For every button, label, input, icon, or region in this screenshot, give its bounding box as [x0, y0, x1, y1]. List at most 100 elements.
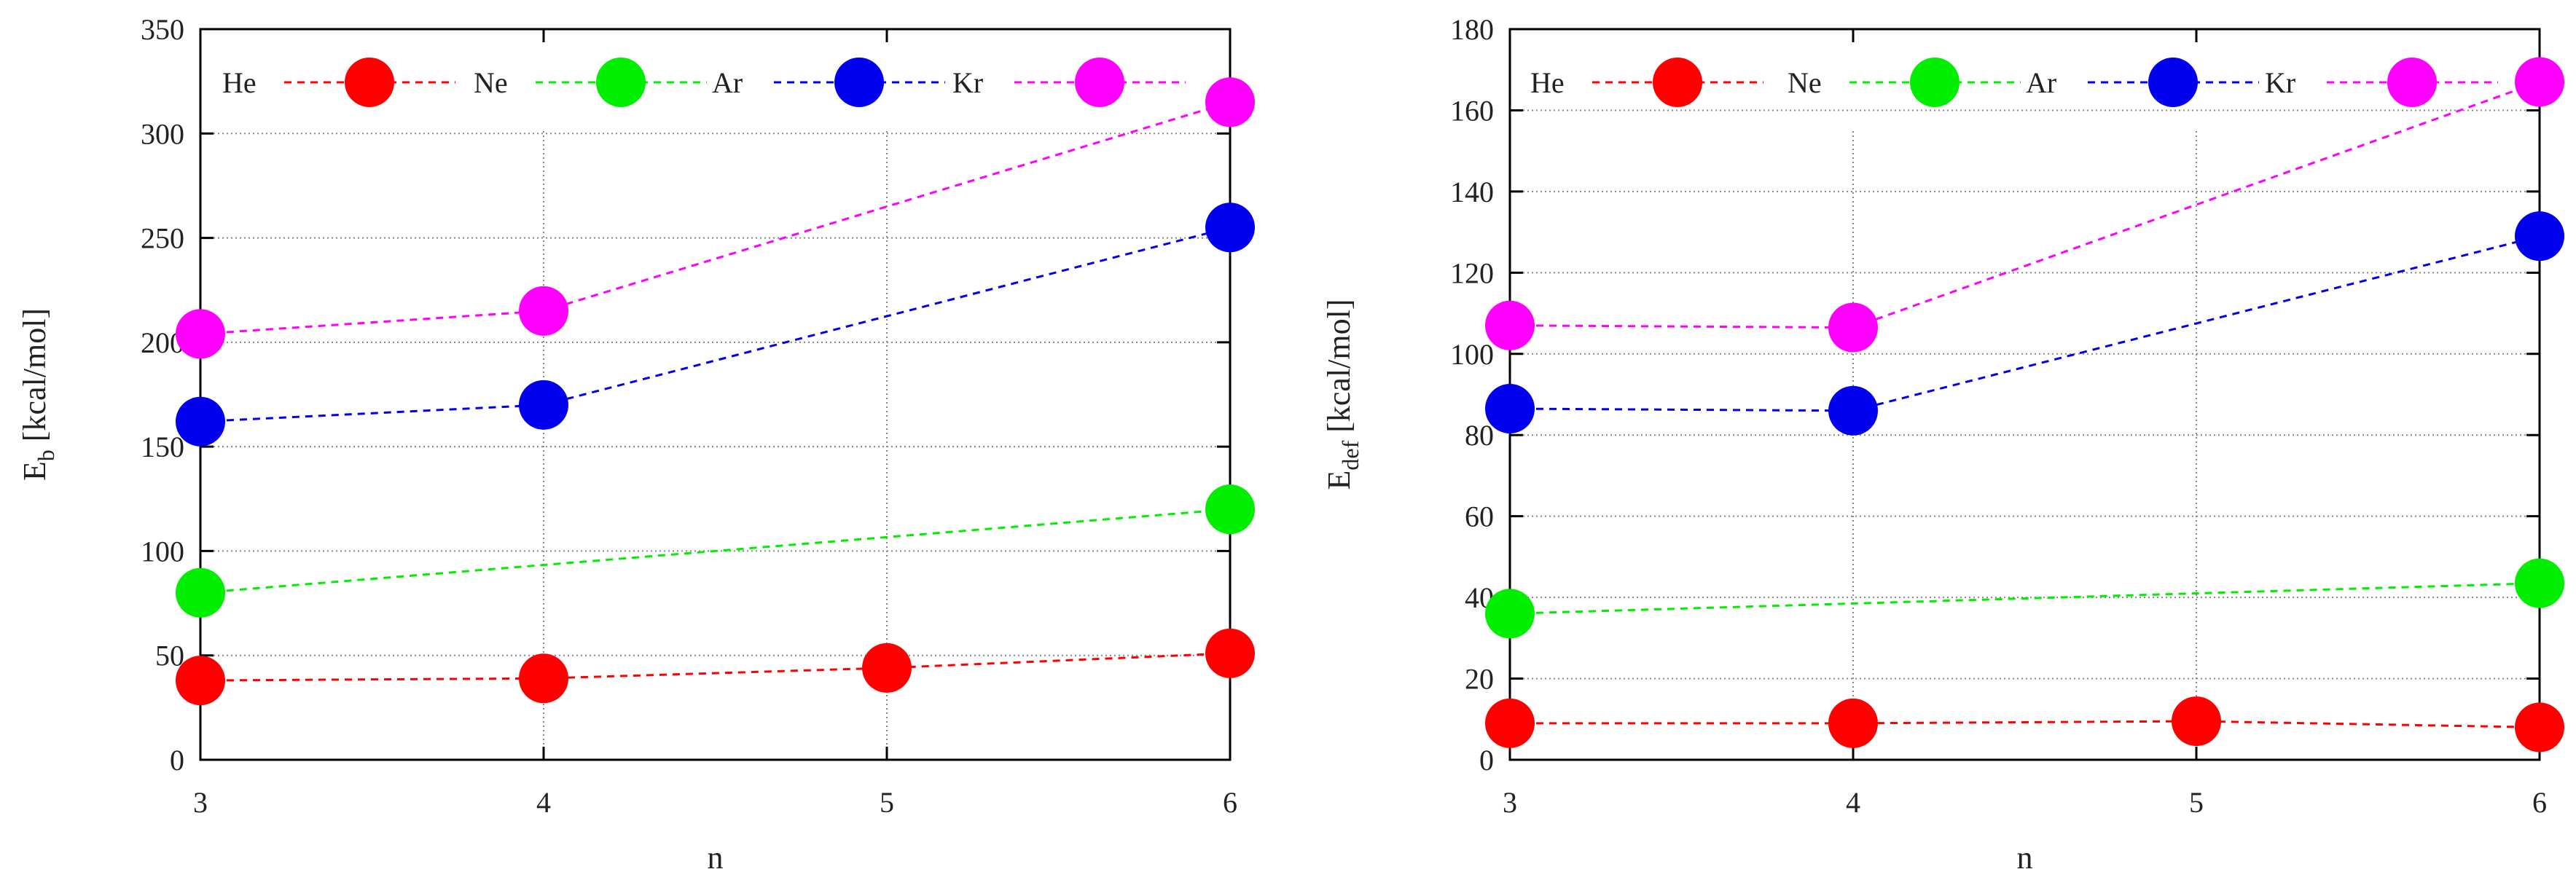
markers-he [176, 628, 1255, 706]
legend-marker-ar [2148, 58, 2198, 107]
series-line-kr [200, 101, 1231, 335]
legend-label-ne: Ne [1788, 66, 1822, 99]
series-ne [1509, 582, 2540, 615]
series-line-ne [1509, 582, 2540, 615]
y-tick-label: 150 [141, 431, 184, 463]
y-tick-label: 0 [170, 744, 184, 777]
data-point-ar [1828, 385, 1878, 436]
data-point-ar [1485, 384, 1535, 434]
series-kr [200, 101, 1231, 335]
series-line-ne [200, 508, 1231, 594]
y-axis-label-sub: b [33, 449, 59, 461]
legend-marker-he [1653, 58, 1702, 107]
legend-marker-he [345, 58, 394, 107]
data-point-ne [2515, 558, 2564, 608]
data-point-kr [1485, 300, 1535, 350]
data-point-he [1828, 698, 1878, 748]
plot-frame [199, 28, 1232, 761]
markers-ne [1485, 558, 2564, 639]
y-tick-label: 140 [1450, 176, 1494, 208]
legend-label-kr: Kr [952, 66, 983, 99]
series-ne [200, 508, 1231, 594]
series-line-ar [200, 226, 1231, 423]
legend-label-kr: Kr [2265, 66, 2295, 99]
y-tick-label: 250 [141, 222, 184, 255]
series-ar [1509, 235, 2540, 412]
grid [200, 131, 1230, 760]
legend-label-ne: Ne [474, 66, 508, 99]
x-axis-label: n [708, 840, 724, 876]
markers-kr [1485, 57, 2564, 353]
y-tick-label: 160 [1450, 94, 1494, 127]
series-line-ar [1509, 235, 2540, 412]
y-tick-label: 100 [141, 535, 184, 567]
data-point-he [519, 653, 568, 704]
legend-label-ar: Ar [2026, 66, 2056, 99]
data-point-ar [2515, 211, 2564, 262]
markers-ar [1485, 211, 2564, 436]
x-tick-label: 6 [1223, 786, 1237, 819]
data-point-he [176, 656, 225, 706]
y-tick-label: 100 [1450, 338, 1494, 371]
y-tick-label: 20 [1465, 663, 1494, 696]
series-he [200, 652, 1231, 682]
series-ar [200, 226, 1231, 423]
y-tick-label: 180 [1450, 13, 1494, 46]
data-point-he [1485, 698, 1535, 748]
data-point-ar [176, 396, 225, 447]
x-tick-label: 4 [1846, 786, 1860, 819]
data-point-kr [1205, 77, 1255, 127]
markers-ar [176, 203, 1255, 447]
y-tick-label: 0 [1479, 744, 1494, 777]
data-point-kr [2515, 57, 2564, 107]
series-he [1510, 720, 2540, 728]
grid [1510, 109, 2540, 760]
data-point-ne [1485, 589, 1535, 639]
y-axis-label-main: E [17, 461, 52, 481]
x-tick-label: 6 [2532, 786, 2547, 819]
y-tick-label: 80 [1465, 419, 1494, 452]
x-tick-label: 3 [1503, 786, 1517, 819]
legend-label-ar: Ar [712, 66, 743, 99]
y-axis-label-main: E [1321, 471, 1357, 490]
data-point-kr [176, 309, 225, 359]
series-kr [1509, 81, 2540, 329]
data-point-kr [1828, 302, 1878, 353]
x-tick-label: 5 [880, 786, 894, 819]
x-tick-label: 4 [536, 786, 551, 819]
x-tick-label: 3 [193, 786, 208, 819]
x-axis-label: n [2017, 840, 2033, 876]
data-point-he [1205, 628, 1255, 678]
y-tick-label: 60 [1465, 500, 1494, 533]
data-point-he [862, 643, 912, 693]
legend-marker-ne [596, 58, 646, 107]
markers-kr [176, 77, 1255, 359]
markers-he [1485, 696, 2564, 753]
series-line-he [200, 652, 1231, 682]
legend-label-he: He [1530, 66, 1565, 99]
y-tick-label: 120 [1450, 256, 1494, 289]
legend-marker-kr [1075, 58, 1124, 107]
legend: He Ne Ar Kr [1530, 58, 2498, 107]
legend: He Ne Ar Kr [222, 58, 1186, 107]
y-axis-label-units: [kcal/mol] [17, 308, 52, 449]
y-tick-label: 350 [141, 13, 184, 46]
y-axis-label-sub: def [1337, 440, 1363, 470]
data-point-he [2172, 696, 2221, 747]
y-axis-label: Eb [kcal/mol] [17, 308, 59, 481]
plot-frame [1508, 28, 2541, 761]
y-tick-label: 50 [155, 640, 184, 672]
data-point-kr [519, 286, 568, 336]
y-axis-label-units: [kcal/mol] [1321, 299, 1357, 440]
data-point-ar [519, 380, 568, 430]
x-tick-label: 5 [2189, 786, 2204, 819]
series-line-he [1510, 720, 2540, 728]
data-point-ar [1205, 203, 1255, 253]
y-tick-label: 300 [141, 117, 184, 150]
series-line-kr [1509, 81, 2540, 329]
